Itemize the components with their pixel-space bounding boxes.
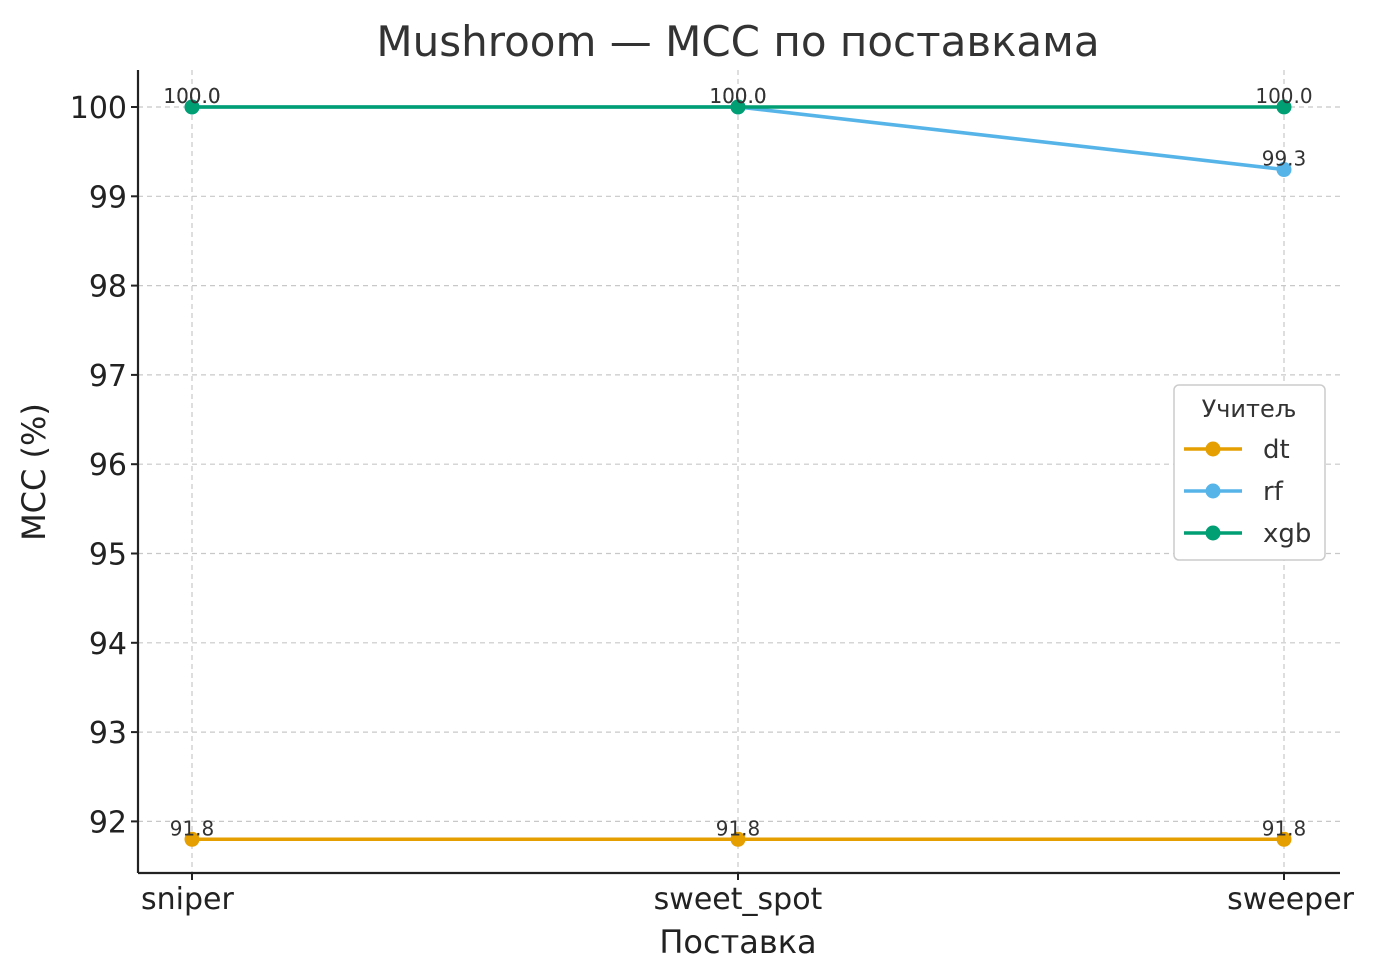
data-label-xgb: 100.0 (1255, 84, 1312, 108)
y-tick-label: 98 (89, 270, 127, 305)
data-label-rf: 99.3 (1262, 147, 1307, 171)
grid-layer (138, 70, 1340, 873)
axes-layer (136, 70, 1340, 875)
legend-item-xgb: xgb (1184, 519, 1311, 549)
x-axis-label: Поставка (659, 923, 816, 961)
legend-box (1173, 384, 1326, 561)
data-point-xgb (730, 99, 746, 115)
y-tick-label: 99 (89, 180, 127, 215)
y-tick-label: 93 (89, 716, 127, 751)
legend-swatch-marker (1205, 483, 1221, 499)
y-tick-label: 97 (89, 359, 127, 394)
data-label-dt: 91.8 (170, 816, 215, 840)
data-point-dt (1276, 831, 1292, 847)
data-label-rf: 100.0 (163, 84, 220, 108)
ticks-layer: 92 93 94 95 96 97 98 99 100 sniper sweet_spot sweep… (70, 91, 1355, 917)
y-axis-label: MCC (%) (15, 403, 53, 541)
legend: Учитељ dt rf xgb (1173, 384, 1326, 561)
x-tick-label: sweeper (1227, 882, 1355, 917)
data-point-xgb (184, 99, 200, 115)
data-point-dt (730, 831, 746, 847)
legend-item-dt: dt (1184, 435, 1290, 465)
series-xgb (184, 99, 1292, 115)
legend-label: xgb (1263, 519, 1311, 549)
data-point-rf (1276, 162, 1292, 178)
data-label-rf: 100.0 (709, 84, 766, 108)
legend-label: dt (1263, 435, 1290, 465)
legend-swatch-marker (1205, 525, 1221, 541)
legend-swatch-marker (1205, 441, 1221, 457)
y-tick-label: 100 (70, 91, 127, 126)
legend-item-rf: rf (1184, 477, 1284, 507)
y-tick-label: 95 (89, 538, 127, 573)
legend-items: dt rf xgb (1184, 435, 1311, 549)
data-label-dt: 91.8 (1262, 816, 1307, 840)
legend-label: rf (1263, 477, 1284, 507)
y-tick-label: 96 (89, 448, 127, 483)
data-label-dt: 91.8 (716, 816, 761, 840)
data-point-xgb (1276, 99, 1292, 115)
chart-title: Mushroom — MCC по поставкама (376, 17, 1099, 66)
legend-title: Учитељ (1202, 395, 1297, 423)
data-point-dt (184, 831, 200, 847)
series-dt (184, 831, 1292, 847)
data-label-xgb: 100.0 (163, 84, 220, 108)
x-tick-label: sniper (141, 882, 234, 917)
y-tick-label: 92 (89, 805, 127, 840)
x-tick-label: sweet_spot (654, 882, 823, 917)
y-tick-label: 94 (89, 627, 127, 662)
data-label-xgb: 100.0 (709, 84, 766, 108)
series-layer (184, 99, 1292, 847)
